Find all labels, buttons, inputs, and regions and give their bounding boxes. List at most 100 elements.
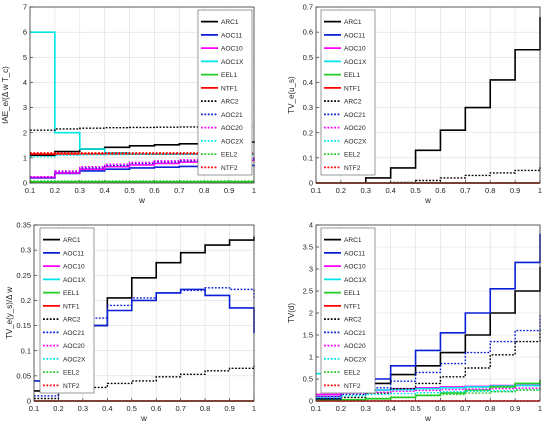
x-tick-label: 0.3 — [75, 186, 85, 195]
legend-label-aoc1x: AOC1X — [344, 59, 367, 66]
series-line-arc2 — [34, 365, 255, 400]
legend-label-aoc2x: AOC2X — [344, 138, 367, 145]
x-tick-label: 0.5 — [127, 404, 137, 413]
x-tick-label: 1 — [252, 404, 256, 413]
x-tick-label: 0.7 — [460, 404, 470, 413]
legend-box — [320, 9, 376, 176]
legend-label-aoc10: AOC10 — [221, 46, 243, 53]
x-axis-label: w — [424, 414, 431, 422]
y-tick-label: 0 — [309, 397, 313, 406]
y-tick-label: 0.4 — [303, 78, 313, 87]
legend-label-eel1: EEL1 — [344, 72, 360, 79]
x-tick-label: 1 — [538, 186, 542, 195]
legend-label-aoc20: AOC20 — [221, 125, 243, 132]
legend-label-arc2: ARC2 — [221, 99, 239, 106]
x-tick-label: 0.3 — [361, 186, 371, 195]
x-tick-label: 0.5 — [410, 404, 420, 413]
legend-label-ntf2: NTF2 — [221, 165, 238, 172]
legend-label-aoc10: AOC10 — [63, 264, 85, 271]
x-tick-label: 0.9 — [510, 404, 520, 413]
x-tick-label: 0.9 — [510, 186, 520, 195]
legend-label-arc1: ARC1 — [221, 19, 239, 26]
legend-label-aoc11: AOC11 — [344, 32, 365, 39]
y-tick-label: 3.5 — [303, 243, 313, 252]
chart-panel-3: 0.1 0.2 0.3 0.4 0.5 0.6 0.7 0.8 0.9 1 0 0.05 0.1 0.15… — [5, 221, 256, 422]
x-tick-label: 0.5 — [124, 186, 134, 195]
x-tick-label: 0.2 — [336, 186, 346, 195]
legend-label-arc2: ARC2 — [344, 317, 362, 324]
y-tick-label: 3 — [23, 103, 27, 112]
y-tick-label: 0 — [27, 397, 31, 406]
y-tick-label: 0.2 — [303, 128, 313, 137]
legend-label-aoc1x: AOC1X — [221, 59, 244, 66]
x-tick-label: 0.4 — [385, 404, 395, 413]
legend-box — [320, 227, 376, 394]
series-line-arc2 — [316, 330, 541, 401]
x-tick-label: 0.1 — [29, 404, 39, 413]
y-tick-label: 0.35 — [16, 221, 31, 230]
legend-label-aoc1x: AOC1X — [63, 277, 86, 284]
y-axis-label: TV(d) — [287, 303, 296, 323]
legend-label-arc1: ARC1 — [63, 237, 81, 244]
y-tick-label: 0.3 — [303, 103, 313, 112]
series-line-eel2 — [316, 387, 541, 402]
axes-frame — [29, 6, 255, 184]
legend-label-aoc21: AOC21 — [344, 112, 366, 119]
y-tick-label: 4 — [23, 78, 27, 87]
legend-label-arc2: ARC2 — [344, 99, 362, 106]
legend-label-ntf1: NTF1 — [344, 85, 361, 92]
axes-frame — [33, 224, 255, 402]
y-tick-label: 0.05 — [16, 371, 31, 380]
y-tick-label: 5 — [23, 53, 27, 62]
x-tick-label: 0.3 — [78, 404, 88, 413]
x-tick-label: 0.5 — [410, 186, 420, 195]
legend-label-arc2: ARC2 — [63, 317, 81, 324]
legend-label-aoc21: AOC21 — [63, 330, 85, 337]
y-axis-label: TV_e(y_s)/Δ w — [5, 287, 14, 339]
y-tick-label: 6 — [23, 28, 27, 37]
legend-label-aoc21: AOC21 — [221, 112, 243, 119]
y-tick-label: 1 — [309, 353, 313, 362]
x-tick-label: 0.7 — [174, 186, 184, 195]
x-tick-label: 0.1 — [311, 404, 321, 413]
legend-label-ntf1: NTF1 — [63, 303, 80, 310]
legend: ARC1 AOC11 AOC10 AOC1X EEL1 NTF1 ARC2 AOC21 AOC2… — [320, 9, 376, 176]
legend-label-aoc21: AOC21 — [344, 330, 366, 337]
y-tick-label: 3 — [309, 265, 313, 274]
legend-label-arc1: ARC1 — [344, 237, 362, 244]
series-line-aoc20 — [316, 387, 541, 398]
series-line-aoc21 — [316, 315, 541, 400]
y-tick-label: 2 — [23, 128, 27, 137]
series-line-aoc20 — [30, 157, 255, 178]
x-tick-label: 0.2 — [336, 404, 346, 413]
x-tick-label: 0.8 — [485, 404, 495, 413]
x-axis-label: w — [140, 414, 147, 422]
x-tick-label: 0.6 — [151, 404, 161, 413]
legend-label-aoc20: AOC20 — [63, 343, 85, 350]
y-tick-label: 0.3 — [21, 246, 31, 255]
axes-frame — [315, 6, 541, 184]
x-tick-label: 0.1 — [25, 186, 35, 195]
y-tick-label: 0.5 — [303, 375, 313, 384]
x-tick-label: 0.4 — [99, 186, 109, 195]
legend-label-eel1: EEL1 — [63, 290, 79, 297]
legend-label-eel1: EEL1 — [344, 290, 360, 297]
y-tick-label: 4 — [309, 221, 313, 230]
y-tick-label: 0.15 — [16, 321, 31, 330]
y-tick-label: 0 — [23, 179, 27, 188]
x-tick-label: 0.7 — [460, 186, 470, 195]
x-axis-label: w — [424, 196, 431, 205]
chart-panel-1: 0.1 0.2 0.3 0.4 0.5 0.6 0.7 0.8 0.9 1 0 1 2 3 4 5 6 7 w IAE… — [1, 3, 256, 205]
legend-label-arc1: ARC1 — [344, 19, 362, 26]
legend-label-eel1: EEL1 — [221, 72, 237, 79]
y-tick-label: 2 — [309, 309, 313, 318]
legend-label-ntf2: NTF2 — [63, 383, 80, 390]
y-axis-label: IAE_e/(Δ w T_c) — [1, 66, 10, 124]
legend-label-eel2: EEL2 — [344, 370, 360, 377]
chart-panel-2: 0.1 0.2 0.3 0.4 0.5 0.6 0.7 0.8 0.9 100.10.20.30.… — [287, 3, 542, 205]
series-line-arc1 — [316, 17, 541, 184]
x-tick-label: 0.8 — [485, 186, 495, 195]
x-tick-label: 0.1 — [311, 186, 321, 195]
y-tick-label: 0 — [309, 179, 313, 188]
x-tick-label: 0.2 — [50, 186, 60, 195]
